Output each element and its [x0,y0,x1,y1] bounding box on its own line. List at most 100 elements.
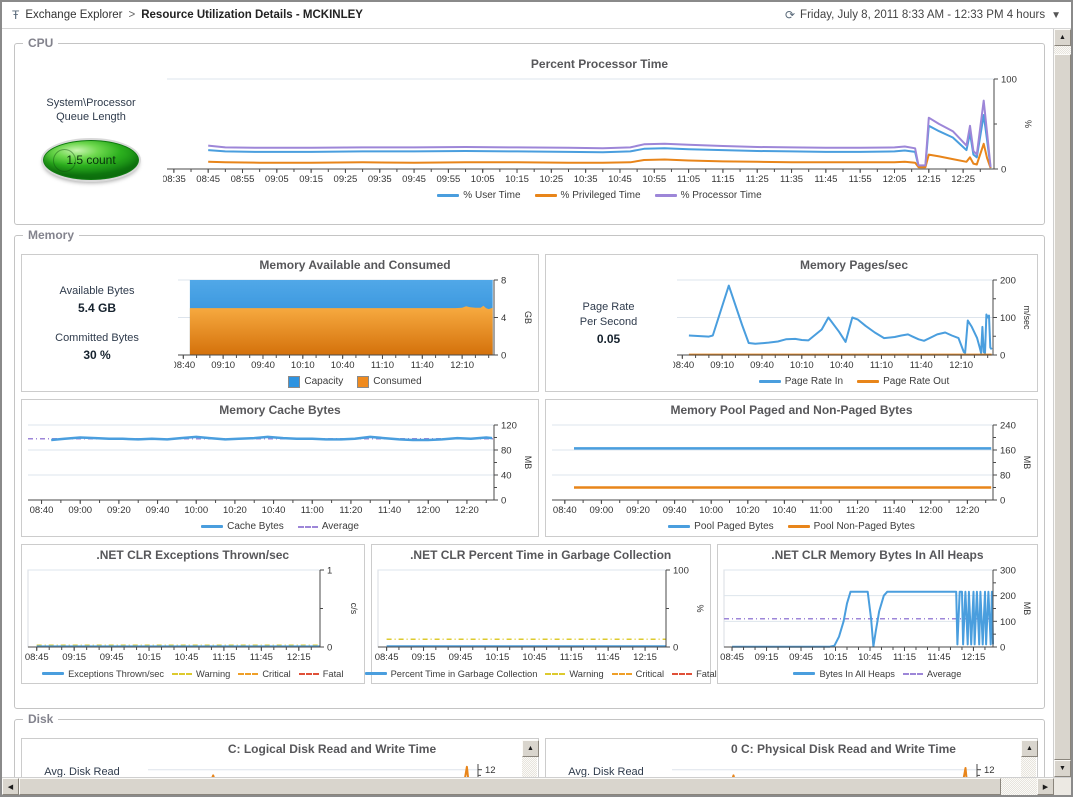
memory-pool-chart[interactable]: 0 80 160 240 MB 08:40 09:00 09:20 09:40 10:00 10:2… [548,419,1035,518]
panel-scrollbar[interactable] [522,740,539,777]
scroll-track[interactable] [522,757,537,777]
svg-text:11:55: 11:55 [849,174,872,185]
legend-swatch-icon [364,672,387,675]
explorer-icon: Ŧ [12,8,20,22]
queue-length-label: System\Processor Queue Length [46,96,136,123]
logical-disk-chart[interactable]: 812 [144,758,520,777]
clr-gc-chart[interactable]: 0 100% 08:45 09:15 09:45 10:15 10:45 11:15 11:45… [374,564,708,665]
chart-title: .NET CLR Exceptions Thrown/sec [96,548,290,562]
svg-text:0: 0 [1000,496,1005,507]
logical-disk-chart-column: C: Logical Disk Read and Write Time 812 [142,739,522,777]
legend-swatch-icon [902,672,923,675]
panel-scrollbar[interactable] [1021,740,1038,777]
svg-text:11:45: 11:45 [596,652,619,663]
timerange-selector[interactable]: Friday, July 8, 2011 8:33 AM - 12:33 PM … [800,9,1046,21]
svg-text:0: 0 [327,643,332,654]
svg-text:%: % [1023,120,1033,128]
memory-available-chart-column: Memory Available and Consumed 0 4 8 GB 08:40… [172,255,538,391]
dashboard-content: CPU System\Processor Queue Length 1.5 cou… [2,29,1053,777]
chart-legend: Exceptions Thrown/sec Warning Critical Fata… [24,665,362,682]
svg-text:0: 0 [501,496,506,507]
svg-text:10:15: 10:15 [823,652,847,663]
svg-text:10:40: 10:40 [262,505,286,516]
gauge-ring-icon [53,149,76,173]
svg-text:09:00: 09:00 [590,505,614,516]
chart-legend: Capacity Consumed [174,373,536,390]
svg-text:0: 0 [501,351,506,362]
scroll-thumb[interactable] [1054,54,1071,760]
svg-text:11:40: 11:40 [910,360,933,371]
scroll-up-icon[interactable] [1021,740,1038,757]
memory-pages-chart[interactable]: 0 100 200 m/sec 08:40 09:10 09:40 10:10 10:40 11:… [673,274,1035,373]
svg-text:11:40: 11:40 [378,505,401,516]
legend-swatch-icon [298,672,319,675]
legend-item: % User Time [437,190,521,201]
svg-text:11:40: 11:40 [411,360,434,371]
svg-text:10:15: 10:15 [137,652,161,663]
clr-exceptions-chart[interactable]: 0 1 c/s 08:45 09:15 09:45 10:15 10:45 11:15 11:45… [24,564,362,665]
legend-item: Critical [611,669,664,679]
scroll-track[interactable] [1021,757,1036,777]
svg-text:09:35: 09:35 [368,174,392,185]
svg-text:08:40: 08:40 [30,505,54,516]
svg-text:11:20: 11:20 [846,505,869,516]
svg-text:09:20: 09:20 [107,505,131,516]
svg-text:12:10: 12:10 [949,360,973,371]
queue-length-gauge[interactable]: 1.5 count [43,140,139,181]
legend-item: % Privileged Time [534,190,641,201]
svg-text:12:20: 12:20 [955,505,979,516]
main-area: CPU System\Processor Queue Length 1.5 cou… [2,29,1071,777]
memory-cache-chart-column: Memory Cache Bytes 0 40 80 120 MB 08:40 09:00 0… [22,400,538,536]
legend-swatch-icon [545,672,566,675]
legend-item: Bytes In All Heaps [793,669,895,679]
legend-swatch-icon [42,672,65,675]
legend-swatch-icon [668,525,691,528]
svg-text:100: 100 [1000,617,1016,628]
breadcrumb-exchange-explorer[interactable]: Exchange Explorer [25,9,123,21]
svg-text:10:10: 10:10 [790,360,814,371]
scroll-up-icon[interactable] [522,740,539,757]
svg-text:12: 12 [485,765,496,776]
page-rate-metric: Page Rate Per Second 0.05 [546,255,671,391]
svg-text:09:25: 09:25 [334,174,358,185]
svg-text:200: 200 [1000,276,1016,287]
svg-text:09:45: 09:45 [448,652,472,663]
legend-item: Consumed [357,375,422,388]
legend-swatch-icon [654,194,677,197]
physical-disk-chart-column: 0 C: Physical Disk Read and Write Time 8… [666,739,1021,777]
committed-bytes-metric: Committed Bytes 30 % [55,332,139,363]
legend-item: Fatal [672,669,717,679]
svg-text:160: 160 [1000,446,1016,457]
scroll-left-icon[interactable] [2,778,19,795]
horizontal-scrollbar[interactable] [2,778,1054,795]
memory-pages-chart-column: Memory Pages/sec 0 100 200 m/sec 08:40 09:10 0… [671,255,1037,391]
scroll-thumb[interactable] [19,778,1001,795]
scroll-up-icon[interactable] [1054,29,1071,46]
percent-processor-time-chart[interactable]: 0 100% 08:35 08:45 08:55 09:05 09:15 09:25 09:35… [163,73,1036,187]
memory-cache-chart[interactable]: 0 40 80 120 MB 08:40 09:00 09:20 09:40 10:00 10:20… [24,419,536,518]
timerange-caret-icon[interactable]: ▼ [1051,9,1061,21]
vertical-scrollbar[interactable] [1053,29,1071,777]
scroll-track[interactable] [1054,46,1071,54]
svg-text:12:15: 12:15 [917,174,941,185]
memory-available-chart[interactable]: 0 4 8 GB 08:40 09:10 09:40 10:10 10:40 11:10 11:40… [174,274,536,373]
chart-title: Percent Processor Time [530,57,669,71]
svg-text:MB: MB [1022,602,1032,616]
svg-text:0: 0 [1001,165,1006,176]
memory-row-3: .NET CLR Exceptions Thrown/sec 0 1 c/s 08:4… [21,544,1038,684]
scroll-down-icon[interactable] [1054,760,1071,777]
clr-heaps-chart[interactable]: 0 100 200 300 MB 08:45 09:15 09:45 10:15 10:45 11:… [720,564,1035,665]
svg-text:10:15: 10:15 [485,652,509,663]
svg-text:80: 80 [1000,471,1011,482]
page-title: Resource Utilization Details - MCKINLEY [141,9,363,21]
scroll-track[interactable] [1001,778,1037,795]
scroll-right-icon[interactable] [1037,778,1054,795]
chart-legend: Bytes In All Heaps Average [720,665,1035,682]
legend-item: Exceptions Thrown/sec [42,669,164,679]
svg-text:09:45: 09:45 [402,174,426,185]
legend-item: Fatal [298,669,343,679]
svg-text:09:45: 09:45 [789,652,813,663]
physical-disk-chart[interactable]: 812 [668,758,1019,777]
legend-item: Percent Time in Garbage Collection [364,669,537,679]
